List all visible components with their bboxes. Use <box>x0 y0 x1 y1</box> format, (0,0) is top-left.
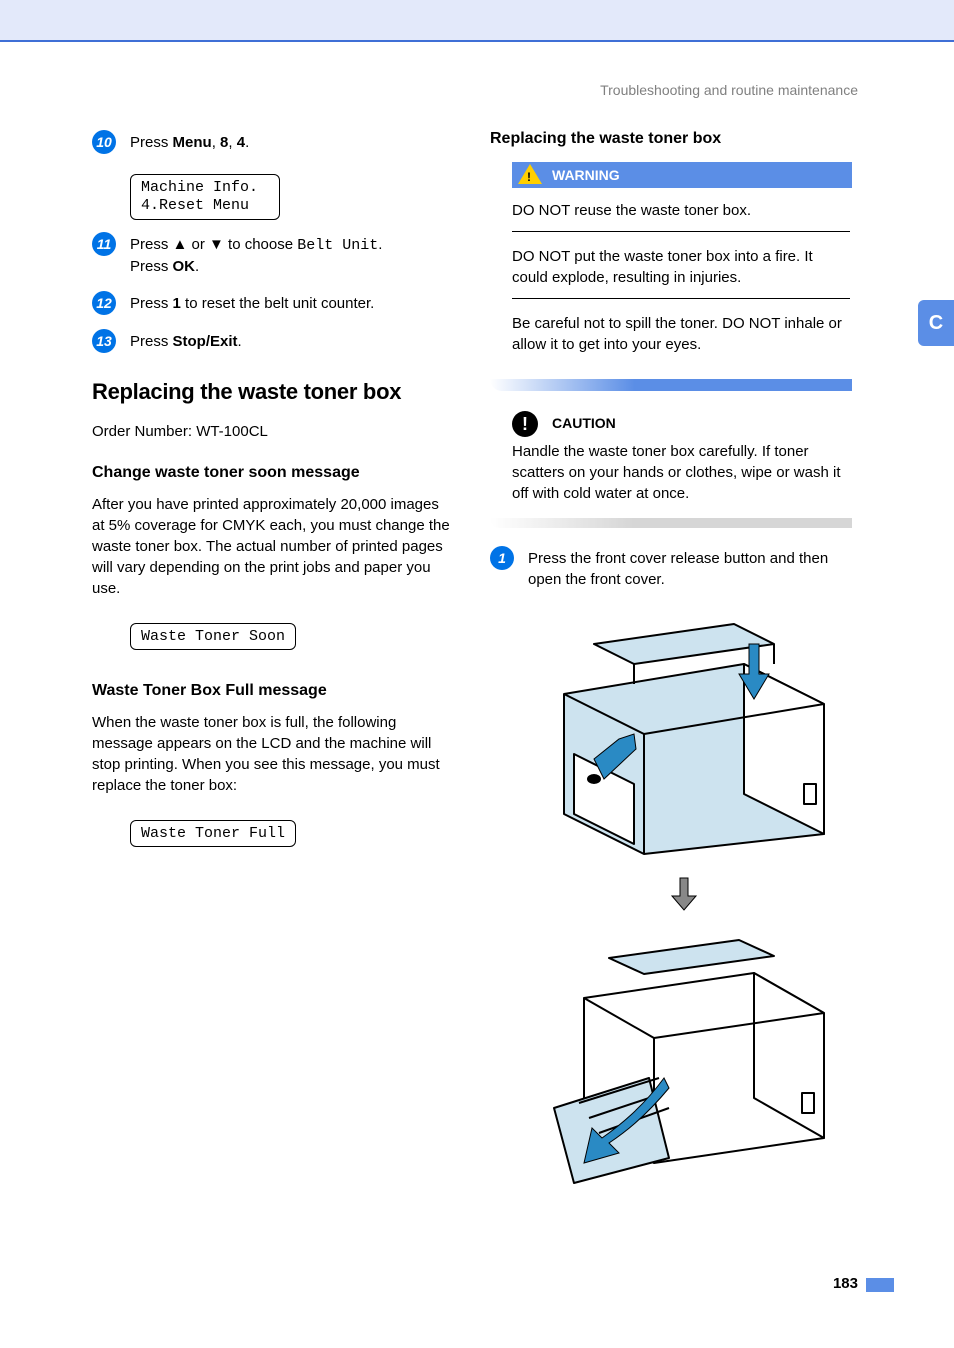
step-number-badge: 10 <box>92 130 116 154</box>
caution-label: CAUTION <box>552 415 616 431</box>
lcd-display: Machine Info. 4.Reset Menu <box>130 174 280 220</box>
warning-label: WARNING <box>552 167 620 183</box>
left-column: 10 Press Menu, 8, 4. Machine Info. 4.Res… <box>92 130 454 1200</box>
step-1: 1 Press the front cover release button a… <box>490 546 852 590</box>
section-tab: C <box>918 300 954 346</box>
text: . <box>195 258 199 275</box>
step-11: 11 Press ▲ or ▼ to choose Belt Unit. Pre… <box>92 232 454 277</box>
warning-bottom-swoosh <box>490 379 852 391</box>
text: Press <box>130 258 173 275</box>
warning-triangle-icon: ! <box>518 164 542 184</box>
bold: Menu <box>173 134 212 151</box>
bold: Stop/Exit <box>173 333 238 350</box>
warning-paragraph: DO NOT put the waste toner box into a fi… <box>512 246 850 299</box>
warning-header: WARNING <box>512 162 852 188</box>
caution-header: ! CAUTION <box>512 415 852 435</box>
text: . <box>238 333 242 350</box>
order-number-line: Order Number: WT-100CL <box>92 421 454 442</box>
text: Press <box>130 333 173 350</box>
lcd-display: Waste Toner Soon <box>130 623 296 650</box>
step-number-badge: 11 <box>92 232 116 256</box>
step-number-badge: 1 <box>490 546 514 570</box>
text: Press <box>130 134 173 151</box>
caution-circle-icon: ! <box>512 411 538 437</box>
warning-paragraph: DO NOT reuse the waste toner box. <box>512 200 850 232</box>
printer-illustration-closed <box>524 604 844 864</box>
text: Press <box>130 295 173 312</box>
bold: 1 <box>173 295 181 312</box>
text: , <box>228 134 236 151</box>
text: . <box>245 134 249 151</box>
content-columns: 10 Press Menu, 8, 4. Machine Info. 4.Res… <box>92 130 858 1200</box>
lcd-line: 4.Reset Menu <box>141 197 269 215</box>
step-body: Press 1 to reset the belt unit counter. <box>130 291 454 314</box>
step-body: Press Stop/Exit. <box>130 329 454 352</box>
warning-box: WARNING ! DO NOT reuse the waste toner b… <box>490 162 852 391</box>
step-body: Press the front cover release button and… <box>528 546 852 590</box>
paragraph: When the waste toner box is full, the fo… <box>92 712 454 796</box>
step-number-badge: 13 <box>92 329 116 353</box>
heading-replacing-waste-toner: Replacing the waste toner box <box>92 379 454 405</box>
lcd-display: Waste Toner Full <box>130 820 296 847</box>
caution-bottom-swoosh <box>490 518 852 528</box>
breadcrumb: Troubleshooting and routine maintenance <box>600 82 858 98</box>
lcd-line: Machine Info. <box>141 179 269 197</box>
caution-body: Handle the waste toner box carefully. If… <box>490 435 852 504</box>
subheading-replacing: Replacing the waste toner box <box>490 130 852 148</box>
down-arrow-icon <box>524 876 844 916</box>
caution-paragraph: Handle the waste toner box carefully. If… <box>512 441 850 504</box>
bold: OK <box>173 258 196 275</box>
step-12: 12 Press 1 to reset the belt unit counte… <box>92 291 454 315</box>
text: Press ▲ or ▼ to choose <box>130 236 297 253</box>
text: . <box>378 236 382 253</box>
paragraph: After you have printed approximately 20,… <box>92 494 454 599</box>
step-body: Press ▲ or ▼ to choose Belt Unit. Press … <box>130 232 454 277</box>
step-13: 13 Press Stop/Exit. <box>92 329 454 353</box>
top-band <box>0 0 954 42</box>
step-number-badge: 12 <box>92 291 116 315</box>
bold: 4 <box>237 134 245 151</box>
text: , <box>212 134 220 151</box>
page-number-bar <box>866 1278 894 1292</box>
step-10: 10 Press Menu, 8, 4. <box>92 130 454 154</box>
warning-paragraph: Be careful not to spill the toner. DO NO… <box>512 313 850 365</box>
text: to reset the belt unit counter. <box>181 295 374 312</box>
warning-body: DO NOT reuse the waste toner box. DO NOT… <box>490 188 852 365</box>
step-body: Press Menu, 8, 4. <box>130 130 454 153</box>
subheading-change-soon: Change waste toner soon message <box>92 464 454 482</box>
mono-text: Belt Unit <box>297 237 378 254</box>
page-number: 183 <box>833 1275 858 1292</box>
caution-box: ! CAUTION Handle the waste toner box car… <box>490 415 852 528</box>
subheading-box-full: Waste Toner Box Full message <box>92 682 454 700</box>
printer-illustration-open <box>524 928 844 1188</box>
right-column: Replacing the waste toner box WARNING ! … <box>490 130 852 1200</box>
